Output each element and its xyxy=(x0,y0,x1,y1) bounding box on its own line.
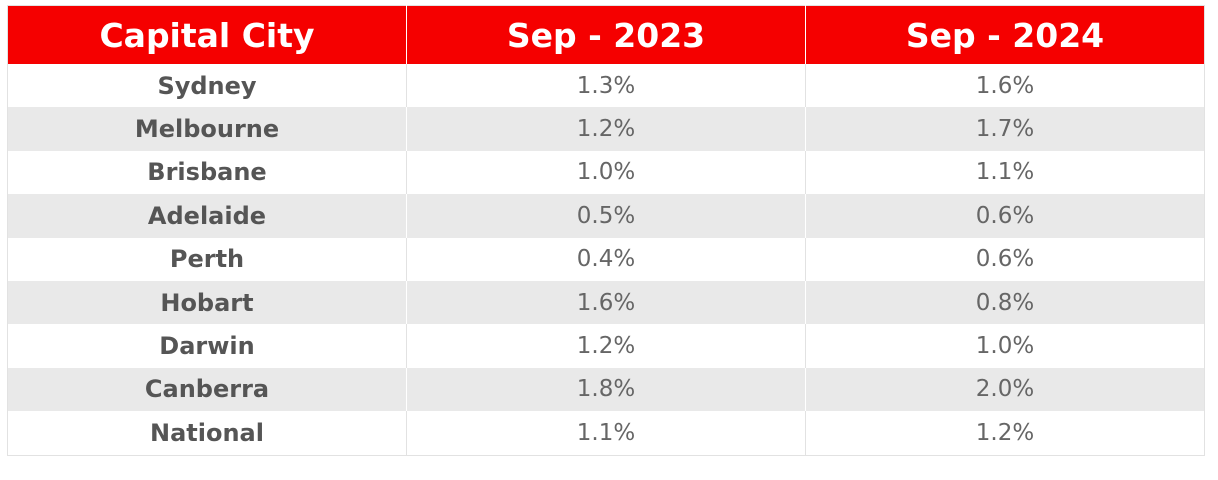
table-header: Capital City Sep - 2023 Sep - 2024 xyxy=(7,5,1205,64)
city-cell: Melbourne xyxy=(7,107,407,151)
value-cell: 2.0% xyxy=(805,367,1205,412)
value-cell: 1.0% xyxy=(406,150,806,195)
value-cell: 1.7% xyxy=(805,107,1205,151)
value-cell: 1.6% xyxy=(805,64,1205,108)
value-cell: 1.1% xyxy=(406,411,806,456)
city-cell: National xyxy=(150,418,264,447)
value-cell: 0.4% xyxy=(406,237,806,281)
table-row: National 1.1% 1.2% xyxy=(8,411,1205,456)
city-cell: Sydney xyxy=(157,71,257,100)
city-cell: Canberra xyxy=(7,367,407,412)
value-cell: 1.2% xyxy=(406,324,806,368)
value-cell: 1.1% xyxy=(805,150,1205,195)
value-cell: 1.8% xyxy=(406,367,806,412)
data-table: Capital City Sep - 2023 Sep - 2024 Sydney 1… xyxy=(7,5,1205,456)
table-row: Perth 0.4% 0.6% xyxy=(8,237,1205,281)
table-row: Hobart 1.6% 0.8% xyxy=(7,280,1205,325)
table-row: Melbourne 1.2% 1.7% xyxy=(7,107,1205,151)
city-cell: Darwin xyxy=(159,332,255,361)
table-row: Canberra 1.8% 2.0% xyxy=(7,367,1205,412)
city-cell: Perth xyxy=(169,245,245,274)
value-cell: 1.0% xyxy=(805,324,1205,368)
value-cell: 1.6% xyxy=(406,280,806,325)
header-cell: Sep - 2024 xyxy=(805,5,1205,64)
header-row: Capital City Sep - 2023 Sep - 2024 xyxy=(7,5,1205,64)
value-cell: 0.6% xyxy=(805,194,1205,238)
table-row: Brisbane 1.0% 1.1% xyxy=(8,150,1205,195)
header-cell: Capital City xyxy=(7,5,407,64)
value-cell: 1.2% xyxy=(406,107,806,151)
table-body: Sydney 1.3% 1.6% Melbourne 1.2% 1.7% Brisbane 1… xyxy=(7,64,1205,456)
value-cell: 1.3% xyxy=(406,64,806,108)
value-cell: 1.2% xyxy=(805,411,1205,456)
city-cell: Brisbane xyxy=(147,158,267,187)
value-cell: 0.5% xyxy=(406,194,806,238)
table-row: Adelaide 0.5% 0.6% xyxy=(7,194,1205,238)
city-cell: Hobart xyxy=(7,280,407,325)
table-row: Darwin 1.2% 1.0% xyxy=(8,324,1205,368)
city-cell: Adelaide xyxy=(7,194,407,238)
table-row: Sydney 1.3% 1.6% xyxy=(8,64,1205,108)
value-cell: 0.6% xyxy=(805,237,1205,281)
header-cell: Sep - 2023 xyxy=(406,5,806,64)
value-cell: 0.8% xyxy=(805,280,1205,325)
